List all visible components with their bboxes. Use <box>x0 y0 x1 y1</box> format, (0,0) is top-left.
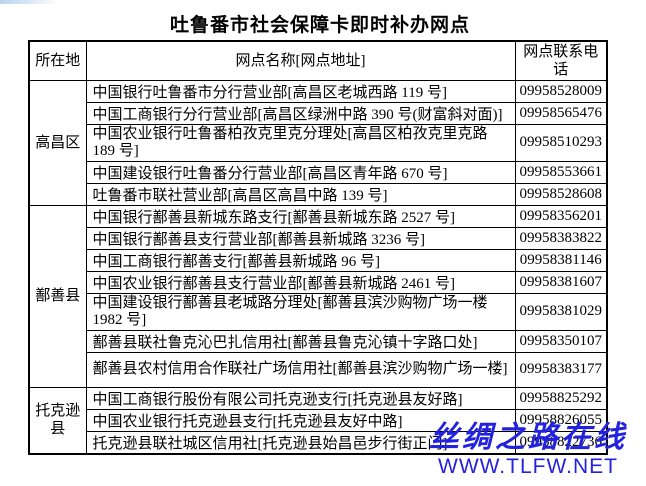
table-row: 鄯善县联社鲁克沁巴扎信用社[鄯善县鲁克沁镇十字路口处] 09958350107 <box>29 329 608 353</box>
table-row: 托克逊县联社城区信用社[托克逊县始昌邑步行街正门] 09958822736 <box>29 430 608 454</box>
table-row: 中国农业银行吐鲁番柏孜克里克分理处[高昌区柏孜克里克路 189 号] 09958… <box>29 123 608 162</box>
site-name-cell: 中国银行吐鲁番市分行营业部[高昌区老城西路 119 号] <box>85 79 516 103</box>
header-site-name: 网点名称[网点地址] <box>85 40 516 81</box>
location-cell: 高昌区 <box>28 79 87 206</box>
table-row: 中国银行鄯善县支行营业部[鄯善县新城路 3236 号] 09958383822 <box>29 226 608 250</box>
site-name-cell: 中国银行鄯善县新城东路支行[鄯善县新城东路 2527 号] <box>85 204 516 228</box>
phone-cell: 09958381607 <box>514 270 608 294</box>
site-name-cell: 中国农业银行鄯善县支行营业部[鄯善县新城路 2461 号] <box>85 270 516 294</box>
site-name-cell: 中国工商银行鄯善支行[鄯善县新城路 96 号] <box>85 248 516 272</box>
site-name-cell: 中国建设银行鄯善县老城路分理处[鄯善县滨沙购物广场一楼 1982 号] <box>85 292 516 331</box>
table-row: 中国农业银行托克逊县支行[托克逊县友好中路] 09958826055 <box>29 408 608 432</box>
site-name-cell: 托克逊县联社城区信用社[托克逊县始昌邑步行街正门] <box>85 430 516 454</box>
site-name-cell: 鄯善县联社鲁克沁巴扎信用社[鄯善县鲁克沁镇十字路口处] <box>85 329 516 353</box>
phone-cell: 09958528608 <box>514 182 608 206</box>
location-cell: 鄯善县 <box>28 204 87 388</box>
table-row: 中国建设银行鄯善县老城路分理处[鄯善县滨沙购物广场一楼 1982 号] 0995… <box>29 292 608 331</box>
table-row: 中国工商银行分行营业部[高昌区绿洲中路 390 号(财富斜对面)] 099585… <box>29 101 608 125</box>
phone-cell: 09958381029 <box>514 292 608 331</box>
sites-table: 所在地 网点名称[网点地址] 网点联系电话 高昌区 中国银行吐鲁番市分行营业部[… <box>28 40 608 455</box>
table-row: 鄯善县 中国银行鄯善县新城东路支行[鄯善县新城东路 2527 号] 099583… <box>28 204 608 388</box>
phone-cell: 09958565476 <box>514 101 608 125</box>
phone-cell: 09958825292 <box>514 386 608 410</box>
header-phone: 网点联系电话 <box>514 40 608 81</box>
phone-cell: 09958826055 <box>514 408 608 432</box>
site-name-cell: 中国建设银行吐鲁番分行营业部[高昌区青年路 670 号] <box>85 160 516 184</box>
site-name-cell: 吐鲁番市联社营业部[高昌区高昌中路 139 号] <box>85 182 516 206</box>
phone-cell: 09958356201 <box>514 204 608 228</box>
site-watermark: 丝绸之路在线 WWW.TLFW.NET <box>412 421 644 478</box>
phone-cell: 09958383822 <box>514 226 608 250</box>
watermark-url-text: WWW.TLFW.NET <box>438 455 618 478</box>
phone-cell: 09958553661 <box>514 160 608 184</box>
location-cell: 托克逊县 <box>28 386 87 454</box>
page-title: 吐鲁番市社会保障卡即时补办网点 <box>169 15 470 36</box>
phone-cell: 09958381146 <box>514 248 608 272</box>
phone-cell: 09958383177 <box>514 351 608 388</box>
table-row: 鄯善县农村信用合作联社广场信用社[鄯善县滨沙购物广场一楼] 0995838317… <box>29 351 608 388</box>
site-name-cell: 中国农业银行托克逊县支行[托克逊县友好中路] <box>85 408 516 432</box>
table-header-row: 所在地 网点名称[网点地址] 网点联系电话 <box>28 40 608 81</box>
site-name-cell: 中国银行鄯善县支行营业部[鄯善县新城路 3236 号] <box>85 226 516 250</box>
site-name-cell: 中国农业银行吐鲁番柏孜克里克分理处[高昌区柏孜克里克路 189 号] <box>85 123 516 162</box>
corner-artifact-strip <box>0 0 57 4</box>
table-row: 托克逊县 中国工商银行股份有限公司托克逊支行[托克逊县友好路] 09958825… <box>28 386 608 454</box>
table-row: 中国建设银行吐鲁番分行营业部[高昌区青年路 670 号] 09958553661 <box>29 160 608 184</box>
watermark-brand-text: 丝绸之路在线 <box>429 421 627 454</box>
phone-cell: 09958350107 <box>514 329 608 353</box>
site-name-cell: 鄯善县农村信用合作联社广场信用社[鄯善县滨沙购物广场一楼] <box>85 351 516 388</box>
table-row: 吐鲁番市联社营业部[高昌区高昌中路 139 号] 09958528608 <box>29 182 608 206</box>
site-name-cell: 中国工商银行分行营业部[高昌区绿洲中路 390 号(财富斜对面)] <box>85 101 516 125</box>
site-name-cell: 中国工商银行股份有限公司托克逊支行[托克逊县友好路] <box>85 386 516 410</box>
phone-cell: 09958528009 <box>514 79 608 103</box>
table-row: 高昌区 中国银行吐鲁番市分行营业部[高昌区老城西路 119 号] 0995852… <box>28 79 608 206</box>
header-location: 所在地 <box>28 40 87 81</box>
phone-cell: 09958510293 <box>514 123 608 162</box>
table-row: 中国工商银行鄯善支行[鄯善县新城路 96 号] 09958381146 <box>29 248 608 272</box>
table-row: 中国农业银行鄯善县支行营业部[鄯善县新城路 2461 号] 0995838160… <box>29 270 608 294</box>
phone-cell: 09958822736 <box>514 430 608 454</box>
